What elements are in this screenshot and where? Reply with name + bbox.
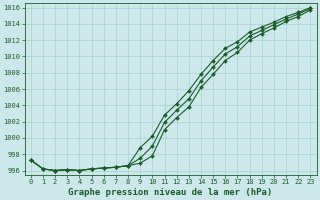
X-axis label: Graphe pression niveau de la mer (hPa): Graphe pression niveau de la mer (hPa) (68, 188, 273, 197)
